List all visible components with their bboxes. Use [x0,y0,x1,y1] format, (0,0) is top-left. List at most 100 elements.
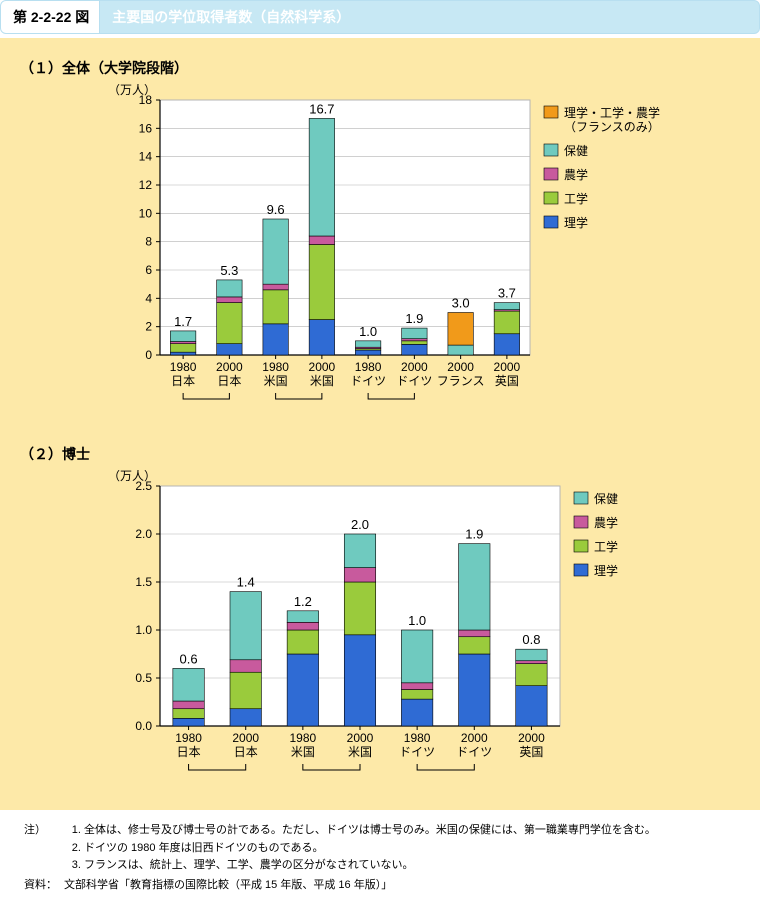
bar-segment [170,352,195,355]
bar-top-label: 1.9 [465,527,483,542]
bar-segment [170,344,195,353]
svg-text:0.5: 0.5 [135,671,152,685]
bar-segment [402,339,427,341]
bar-top-label: 1.9 [405,311,423,326]
bar-segment [173,709,204,719]
xaxis-label: 米国 [310,374,334,388]
bar-segment [459,630,490,637]
legend-label: 農学 [594,515,618,530]
legend-label: 保健 [594,492,618,506]
bar-segment [459,544,490,630]
pair-bracket [189,764,246,770]
chart-panel: （１）全体（大学院段階） 024681012141618（万人）1.71980日… [0,38,760,810]
bar-segment [217,303,242,344]
svg-text:2: 2 [145,320,152,334]
svg-text:8: 8 [145,235,152,249]
legend-swatch [544,144,558,156]
legend-label: 理学 [594,563,618,578]
bar-segment [494,303,519,310]
xaxis-label: 英国 [519,745,543,759]
chart1-subtitle: （１）全体（大学院段階） [20,58,740,78]
bar-segment [402,328,427,339]
bar-top-label: 3.0 [452,296,470,311]
xaxis-label: ドイツ [399,745,435,759]
bar-segment [402,344,427,355]
bar-segment [448,313,473,346]
bar-segment [217,297,242,303]
legend-label: 理学・工学・農学 [564,105,660,120]
bar-segment [230,592,261,660]
legend-swatch [544,168,558,180]
bar-segment [516,664,547,686]
xaxis-label: 1980 [262,360,289,374]
bar-segment [170,342,195,344]
xaxis-label: 1980 [404,731,431,745]
xaxis-label: 2000 [447,360,474,374]
source-label: 資料： [24,877,64,895]
xaxis-label: 日本 [171,374,195,388]
xaxis-label: 日本 [234,745,258,759]
svg-text:4: 4 [145,291,152,305]
figure-number: 第 2-2-22 図 [1,1,100,33]
svg-text:16: 16 [139,121,153,135]
bar-segment [344,534,375,568]
svg-text:6: 6 [145,263,152,277]
bar-segment [516,661,547,664]
note-item: フランスは、統計上、理学、工学、農学の区分がなされていない。 [84,857,656,875]
bar-segment [459,654,490,726]
bar-segment [309,245,334,320]
note-list: 全体は、修士号及び博士号の計である。ただし、ドイツは博士号のみ。米国の保健には、… [64,822,656,875]
bar-segment [170,331,195,342]
bar-top-label: 1.0 [359,324,377,339]
svg-text:1.5: 1.5 [135,575,152,589]
bar-segment [401,690,432,700]
legend-label: 保健 [564,144,588,158]
svg-text:（万人）: （万人） [108,83,156,97]
note-item: ドイツの 1980 年度は旧西ドイツのものである。 [84,840,656,858]
bar-segment [309,118,334,236]
bar-segment [287,622,318,630]
bar-segment [401,630,432,683]
xaxis-label: ドイツ [456,745,492,759]
xaxis-label: ドイツ [396,374,432,388]
legend-label: 工学 [594,539,618,554]
xaxis-label: 1980 [170,360,197,374]
legend-swatch [574,564,588,576]
pair-bracket [417,764,474,770]
xaxis-label: フランス [437,374,485,388]
xaxis-label: 2000 [401,360,428,374]
pair-bracket [368,393,414,399]
bar-segment [287,611,318,623]
xaxis-label: 2000 [309,360,336,374]
bar-segment [344,582,375,635]
chart1-svg: 024681012141618（万人）1.71980日本5.32000日本9.6… [60,80,700,420]
bar-segment [263,290,288,324]
bar-segment [217,280,242,297]
chart2-subtitle: （２）博士 [20,444,740,464]
xaxis-label: 1980 [290,731,317,745]
bar-segment [448,345,473,355]
xaxis-label: 英国 [495,374,519,388]
legend-label: 農学 [564,167,588,182]
legend-swatch [544,106,558,118]
bar-segment [309,236,334,245]
bar-segment [494,311,519,334]
bar-top-label: 1.7 [174,314,192,329]
legend-swatch [544,216,558,228]
bar-top-label: 0.6 [180,651,198,666]
xaxis-label: 日本 [177,745,201,759]
xaxis-label: 2000 [461,731,488,745]
legend-label: 工学 [564,191,588,206]
pair-bracket [303,764,360,770]
svg-text:（万人）: （万人） [108,469,156,483]
xaxis-label: 2000 [232,731,259,745]
bar-segment [459,637,490,654]
svg-text:0.0: 0.0 [135,719,152,733]
pair-bracket [276,393,322,399]
legend-swatch [574,492,588,504]
bar-segment [401,699,432,726]
bar-top-label: 1.2 [294,594,312,609]
bar-segment [173,668,204,701]
bar-top-label: 1.0 [408,613,426,628]
legend-swatch [574,516,588,528]
